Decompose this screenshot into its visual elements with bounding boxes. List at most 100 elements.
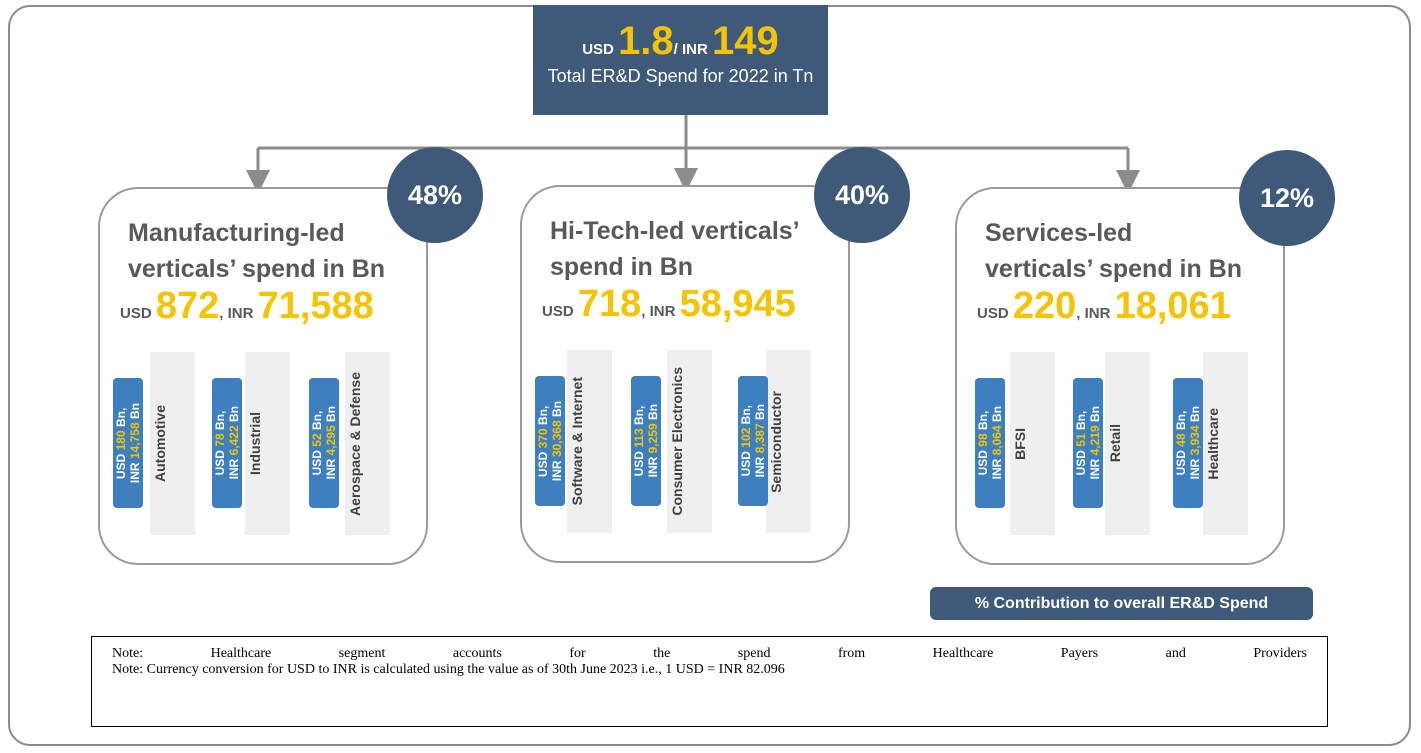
inr-value: 4,295 [324, 425, 338, 456]
segment-name: Industrial [246, 411, 263, 475]
card-total: USD 220, INR 18,061 [977, 285, 1231, 328]
segment-panel: BFSI [1010, 352, 1055, 535]
segment-name: Software & Internet [568, 377, 585, 506]
note-box: Note: Healthcare segment accounts for th… [91, 636, 1328, 727]
segment-name: Automotive [151, 405, 168, 482]
usd-label: USD [213, 450, 227, 476]
usd-label: USD [310, 450, 324, 476]
note: Note: Healthcare segment accounts for th… [112, 646, 1307, 661]
subtitle: Total ER&D Spend for 2022 in Tn [547, 66, 814, 86]
card-total: USD 718, INR 58,945 [542, 283, 796, 326]
segment-value: USD 180 Bn, INR 14,758 Bn [113, 378, 143, 508]
unit: Bn, [536, 405, 550, 425]
segment-name: Healthcare [1204, 407, 1221, 480]
inr-label: , INR [1076, 305, 1111, 322]
title-line: Hi-Tech-led verticals’ [550, 217, 800, 245]
inr-value: 58,945 [679, 283, 796, 325]
unit: Bn, [213, 410, 227, 430]
inr-label: / INR [673, 41, 708, 58]
inr-value: 3,934 [1188, 425, 1202, 456]
segment-value: USD 48 Bn, INR 3,934 Bn [1173, 378, 1203, 508]
total-box: USD 1.8/ INR 149 Total ER&D Spend for 20… [533, 5, 828, 115]
unit: Bn [753, 404, 767, 421]
inr-value: 6,422 [227, 425, 241, 456]
inr-label: , INR [219, 305, 254, 322]
inr-value: 18,061 [1114, 285, 1231, 327]
segment-panel: Retail [1105, 352, 1150, 535]
card-title: Services-led verticals’ spend in Bn [985, 215, 1242, 287]
title-line: verticals’ spend in Bn [128, 255, 386, 283]
inr-label: INR [227, 459, 241, 480]
unit: Bn [550, 400, 564, 417]
usd-label: USD [536, 451, 550, 477]
title-line: spend in Bn [550, 253, 694, 281]
inr-value: 9,259 [646, 423, 660, 454]
usd-value: 1.8 [618, 19, 674, 63]
inr-label: , INR [641, 303, 676, 320]
inr-value: 71,588 [257, 285, 374, 327]
title-line: verticals’ spend in Bn [985, 255, 1243, 283]
segment-panel: Aerospace & Defense [345, 352, 390, 535]
segment-value: USD 113 Bn, INR 9,259 Bn [631, 376, 661, 506]
usd-value: 370 [536, 427, 550, 449]
usd-label: USD [976, 450, 990, 476]
usd-value: 872 [155, 285, 220, 327]
unit: Bn [990, 406, 1004, 423]
inr-value: 149 [712, 19, 779, 63]
inr-label: INR [1088, 459, 1102, 480]
card-title: Manufacturing-led verticals’ spend in Bn [128, 215, 385, 287]
segment-name: Retail [1106, 424, 1123, 463]
usd-label: USD [1074, 450, 1088, 476]
usd-value: 113 [632, 428, 646, 448]
inr-label: INR [1188, 459, 1202, 480]
card-total: USD 872, INR 71,588 [120, 285, 374, 328]
unit: Bn, [310, 410, 324, 430]
segment-panel: Industrial [245, 352, 290, 535]
unit: Bn [227, 406, 241, 423]
inr-label: INR [128, 462, 142, 484]
percent-badge: 12% [1239, 150, 1335, 246]
usd-value: 180 [114, 429, 128, 451]
percent: 40% [834, 179, 890, 210]
segment-panel: Healthcare [1203, 352, 1248, 535]
segment-value: USD 51 Bn, INR 4,219 Bn [1073, 378, 1103, 508]
segment-panel: Semiconductor [766, 350, 811, 533]
segment-name: Consumer Electronics [668, 367, 685, 516]
title-line: Services-led [985, 219, 1133, 247]
usd-label: USD [1174, 450, 1188, 476]
unit: Bn [646, 404, 660, 421]
usd-label: USD [114, 453, 128, 479]
segment-name: Aerospace & Defense [346, 371, 363, 516]
usd-label: USD [632, 451, 646, 477]
usd-value: 98 [976, 433, 990, 447]
usd-value: 220 [1012, 285, 1077, 327]
segment-name: Semiconductor [767, 390, 784, 493]
segment-value: USD 102 Bn, INR 8,387 Bn [738, 376, 768, 506]
segment-value: USD 52 Bn, INR 4,295 Bn [309, 378, 339, 508]
legend: % Contribution to overall ER&D Spend [930, 587, 1313, 620]
unit: Bn, [1174, 410, 1188, 430]
inr-label: INR [550, 460, 564, 482]
inr-label: INR [990, 459, 1004, 480]
inr-value: 8,387 [753, 423, 767, 454]
segment-panel: Automotive [150, 352, 195, 535]
inr-value: 4,219 [1088, 425, 1102, 456]
percent: 12% [1259, 182, 1315, 213]
unit: Bn, [114, 407, 128, 427]
card-title: Hi-Tech-led verticals’ spend in Bn [550, 213, 800, 285]
usd-value: 52 [310, 433, 324, 447]
usd-value: 48 [1174, 433, 1188, 447]
inr-label: INR [646, 457, 660, 478]
inr-label: INR [324, 459, 338, 480]
inr-value: 30,368 [550, 420, 564, 458]
unit: Bn, [739, 405, 753, 425]
segment-value: USD 98 Bn, INR 8,064 Bn [975, 378, 1005, 508]
inr-value: 14,758 [128, 422, 142, 460]
unit: Bn, [632, 405, 646, 425]
unit: Bn [1188, 406, 1202, 423]
inr-value: 8,064 [990, 425, 1004, 456]
unit: Bn [324, 406, 338, 423]
inr-label: INR [753, 457, 767, 478]
